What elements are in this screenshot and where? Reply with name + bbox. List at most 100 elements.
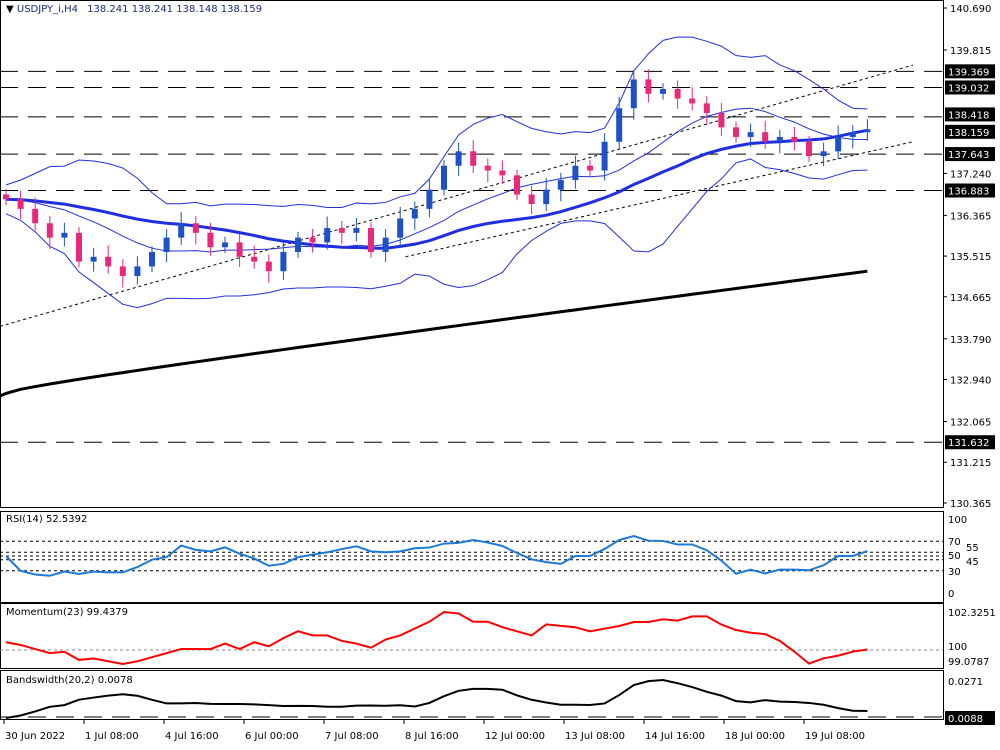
candle-body (119, 266, 126, 276)
panel-frame-0 (0, 0, 944, 508)
candle-body (324, 228, 331, 243)
bandwidth-tick-label: 0.0271 (948, 677, 983, 688)
candle-body (178, 223, 185, 238)
candle-body (32, 208, 39, 224)
candle-body (747, 132, 754, 137)
candle-body (806, 141, 812, 157)
level-price-tag: 137.643 (948, 150, 989, 161)
candle-body (645, 79, 652, 94)
candle-body (149, 252, 155, 267)
candle-body (499, 170, 506, 176)
level-price-tag-bg (945, 107, 995, 122)
momentum-tick-label: 102.3251 (948, 608, 996, 619)
candle-body (689, 98, 696, 104)
rsi-tick-label: 0 (948, 589, 954, 600)
candle-body (397, 218, 404, 238)
candle-body (514, 175, 520, 195)
momentum-line (5, 610, 868, 666)
level-price-tag-bg (945, 147, 995, 162)
moving-average-line (5, 128, 868, 250)
price-tick-label: 140.690 (950, 4, 991, 15)
bollinger-upper (5, 36, 868, 208)
time-tick-label: 4 Jul 16:00 (165, 731, 219, 742)
symbol-label: USDJPY_i,H4 (16, 4, 78, 15)
candle-body (61, 232, 68, 238)
candle-body (338, 228, 345, 233)
panel-frame-1 (0, 511, 944, 603)
candle-body (733, 127, 739, 137)
level-price-tag-bg (945, 64, 995, 79)
candle-body (368, 228, 374, 253)
price-tick-label: 130.365 (950, 499, 991, 510)
level-price-tag: 139.369 (948, 67, 989, 78)
candle-body (309, 237, 316, 243)
level-price-tag: 139.032 (948, 83, 989, 94)
bandwidth-tag-bg (945, 711, 995, 725)
candle-body (455, 151, 462, 166)
price-tick-label: 132.065 (950, 417, 991, 428)
time-tick-label: 12 Jul 00:00 (485, 731, 545, 742)
candle-body (411, 208, 418, 219)
bollinger-middle (5, 107, 868, 253)
time-tick-label: 7 Jul 08:00 (325, 731, 379, 742)
candle-body (90, 256, 97, 262)
bandwidth-line (5, 678, 868, 719)
price-tick-label: 139.815 (950, 46, 991, 57)
bandwidth-current-tag: 0.0088 (948, 714, 983, 725)
candle-body (572, 165, 579, 181)
candle-body (192, 223, 199, 233)
candle-body (835, 136, 842, 152)
price-tick-label: 132.940 (950, 376, 991, 387)
current-price-tag-bg (945, 124, 995, 139)
ma200-line (0, 269, 868, 398)
time-tick-label: 6 Jul 00:00 (245, 731, 299, 742)
level-price-tag: 136.883 (948, 187, 989, 198)
price-tick-label: 134.665 (950, 293, 991, 304)
candle-body (441, 165, 447, 190)
candle-body (134, 266, 141, 276)
level-price-tag-bg (945, 435, 995, 450)
candle-body (76, 232, 82, 262)
candle-body (762, 132, 769, 142)
level-price-tag-bg (945, 183, 995, 198)
candle-body (601, 141, 608, 171)
candle-body (557, 180, 564, 190)
momentum-tick-label: 99.0787 (948, 657, 989, 668)
bandwidth-title: Bandswidth(20,2) 0.0078 (6, 675, 133, 686)
rsi-tick-label: 55 (966, 543, 979, 554)
current-price-tag: 138.159 (948, 128, 989, 139)
level-price-tag: 138.418 (948, 110, 989, 121)
candle-body (163, 237, 170, 253)
price-tick-label: 131.215 (950, 458, 991, 469)
candle-body (251, 256, 258, 262)
candle-body (353, 228, 360, 233)
candle-body (791, 136, 798, 142)
time-tick-label: 1 Jul 08:00 (85, 731, 139, 742)
trendline (0, 64, 914, 327)
candle-body (864, 129, 871, 133)
panel-frame-2 (0, 603, 944, 669)
rsi-tick-label: 100 (948, 515, 967, 526)
rsi-title: RSI(14) 52.5392 (6, 514, 88, 525)
dropdown-triangle-icon[interactable]: ▼ (6, 4, 14, 15)
bollinger-lower (5, 158, 868, 309)
candle-body (660, 89, 666, 94)
candle-body (718, 112, 725, 128)
momentum-tick-label: 100 (948, 642, 967, 653)
candle-body (674, 89, 681, 99)
candle-body (207, 232, 214, 248)
candle-body (265, 261, 272, 272)
candle-body (820, 151, 827, 157)
rsi-tick-label: 70 (948, 537, 961, 548)
candle-body (484, 165, 491, 171)
time-tick-label: 18 Jul 00:00 (725, 731, 785, 742)
trendline (405, 141, 914, 258)
candle-body (587, 165, 593, 171)
time-tick-label: 19 Jul 08:00 (805, 731, 865, 742)
panel-frame-3 (0, 670, 944, 720)
rsi-tick-label: 50 (948, 551, 961, 562)
price-tick-label: 133.790 (950, 335, 991, 346)
price-tick-label: 136.365 (950, 211, 991, 222)
